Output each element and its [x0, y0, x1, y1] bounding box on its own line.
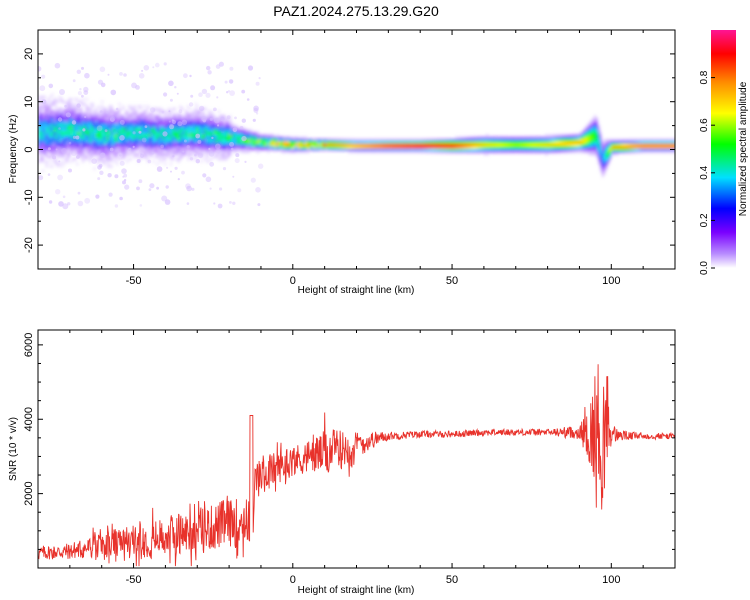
- spectrogram-x-tick-label: 100: [602, 275, 620, 287]
- snr-series-line: [38, 364, 675, 567]
- colorbar-tick-label: 0.2: [699, 213, 710, 227]
- colorbar-label: Normalized spectral amplitude: [738, 81, 749, 216]
- snr-y-tick-label: 2000: [23, 481, 35, 505]
- spectrogram-x-tick-label: 0: [290, 275, 296, 287]
- spectrogram-x-tick-label: 50: [446, 275, 458, 287]
- spectrogram-y-tick-label: -10: [23, 189, 35, 205]
- snr-ticks: -50 0 50 100 2000 4000 6000: [23, 330, 676, 586]
- spectrogram-x-tick-label: -50: [126, 275, 142, 287]
- spectrogram-y-tick-label: 10: [23, 96, 35, 108]
- snr-panel: -50 0 50 100 2000 4000 6000 Height of straight…: [8, 329, 676, 596]
- snr-y-label: SNR (10 * v/v): [8, 417, 19, 481]
- snr-x-label: Height of straight line (km): [298, 585, 415, 596]
- spectrogram-y-tick-label: -20: [23, 237, 35, 253]
- colorbar-tick-label: 0.4: [699, 165, 710, 179]
- colorbar-ticks: 0.0 0.2 0.4 0.6 0.8: [699, 70, 715, 275]
- spectrogram-x-label: Height of straight line (km): [298, 285, 415, 296]
- colorbar-gradient: [711, 30, 736, 268]
- spectrogram-heatmap: [38, 30, 675, 269]
- colorbar-tick-label: 0.6: [699, 118, 710, 132]
- spectrogram-y-tick-label: 20: [23, 48, 35, 60]
- spectrogram-y-label: Frequency (Hz): [8, 115, 19, 184]
- spectrogram-ticks: -50 0 50 100 -20 -10 0 10 20: [23, 29, 676, 287]
- colorbar-tick-label: 0.0: [699, 261, 710, 275]
- colorbar: 0.0 0.2 0.4 0.6 0.8 Normalized spectral ampl…: [699, 30, 749, 275]
- colorbar-tick-label: 0.8: [699, 70, 710, 84]
- spectrogram-panel: -50 0 50 100 -20 -10 0 10 20 Height of straight …: [8, 29, 676, 296]
- snr-y-tick-label: 4000: [23, 407, 35, 431]
- snr-x-tick-label: 50: [446, 574, 458, 586]
- chart-title: PAZ1.2024.275.13.29.G20: [273, 3, 439, 19]
- snr-y-tick-label: 6000: [23, 333, 35, 357]
- spectrogram-y-tick-label: 0: [23, 146, 35, 152]
- snr-x-tick-label: -50: [126, 574, 142, 586]
- snr-x-tick-label: 0: [290, 574, 296, 586]
- snr-x-tick-label: 100: [602, 574, 620, 586]
